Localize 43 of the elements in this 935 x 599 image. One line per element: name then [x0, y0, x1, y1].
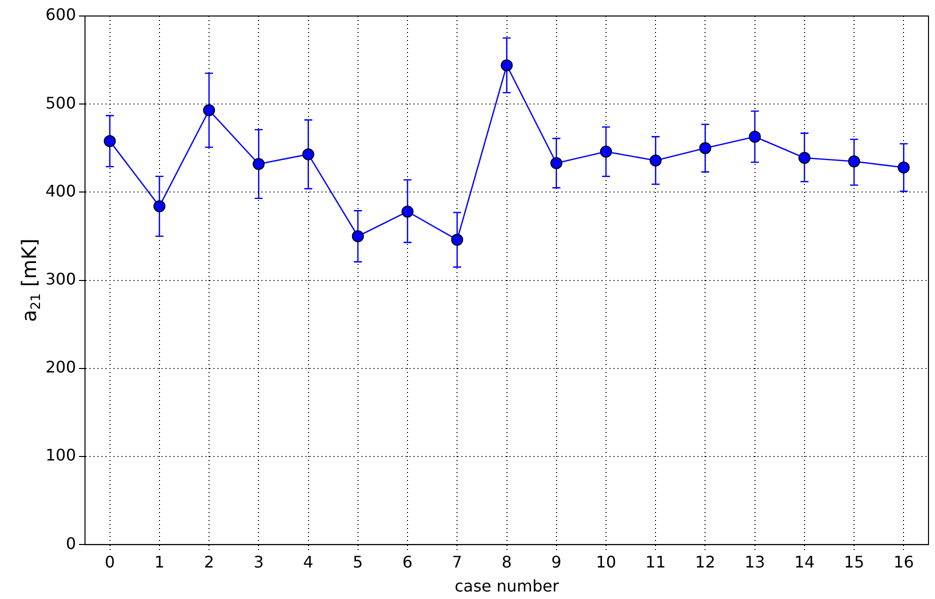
- y-tick-label: 400: [45, 181, 76, 200]
- x-tick-label: 9: [551, 552, 562, 572]
- point: [898, 162, 910, 174]
- point: [302, 148, 314, 160]
- x-tick-label: 12: [695, 552, 716, 572]
- y-tick-label: 100: [45, 446, 76, 465]
- x-tick-label: 6: [402, 552, 413, 572]
- y-tick-label: 500: [45, 93, 76, 112]
- point: [352, 230, 364, 242]
- x-tick-label: 15: [844, 552, 864, 572]
- x-tick-label: 3: [254, 552, 264, 572]
- x-tick-label: 16: [894, 552, 914, 572]
- point: [451, 234, 464, 246]
- point: [500, 59, 513, 72]
- point: [600, 146, 612, 158]
- x-tick-label: 11: [645, 552, 666, 572]
- x-tick-label: 8: [502, 552, 512, 572]
- point: [848, 155, 860, 168]
- y-tick-label: 0: [66, 534, 76, 553]
- point: [650, 154, 662, 166]
- point: [699, 142, 712, 154]
- x-tick-label: 2: [204, 552, 214, 572]
- point: [798, 152, 810, 164]
- point: [104, 135, 116, 148]
- x-tick-label: 14: [794, 552, 815, 572]
- point: [153, 200, 166, 212]
- y-axis-title: a21 [mK]: [17, 238, 44, 322]
- x-axis-title: case number: [454, 576, 560, 596]
- y-tick-label: 200: [45, 358, 76, 377]
- point: [402, 206, 414, 218]
- x-tick-label: 0: [104, 552, 115, 572]
- y-tick-label: 300: [45, 269, 76, 288]
- x-tick-label: 13: [744, 552, 766, 572]
- point: [203, 104, 216, 116]
- point: [252, 158, 265, 170]
- x-tick-label: 10: [596, 552, 616, 572]
- x-tick-label: 7: [452, 552, 462, 572]
- y-tick-label: 600: [45, 5, 76, 24]
- x-tick-label: 1: [154, 552, 165, 572]
- x-tick-label: 4: [303, 552, 314, 572]
- point: [748, 130, 761, 143]
- x-tick-label: 5: [352, 552, 363, 572]
- point: [550, 157, 562, 170]
